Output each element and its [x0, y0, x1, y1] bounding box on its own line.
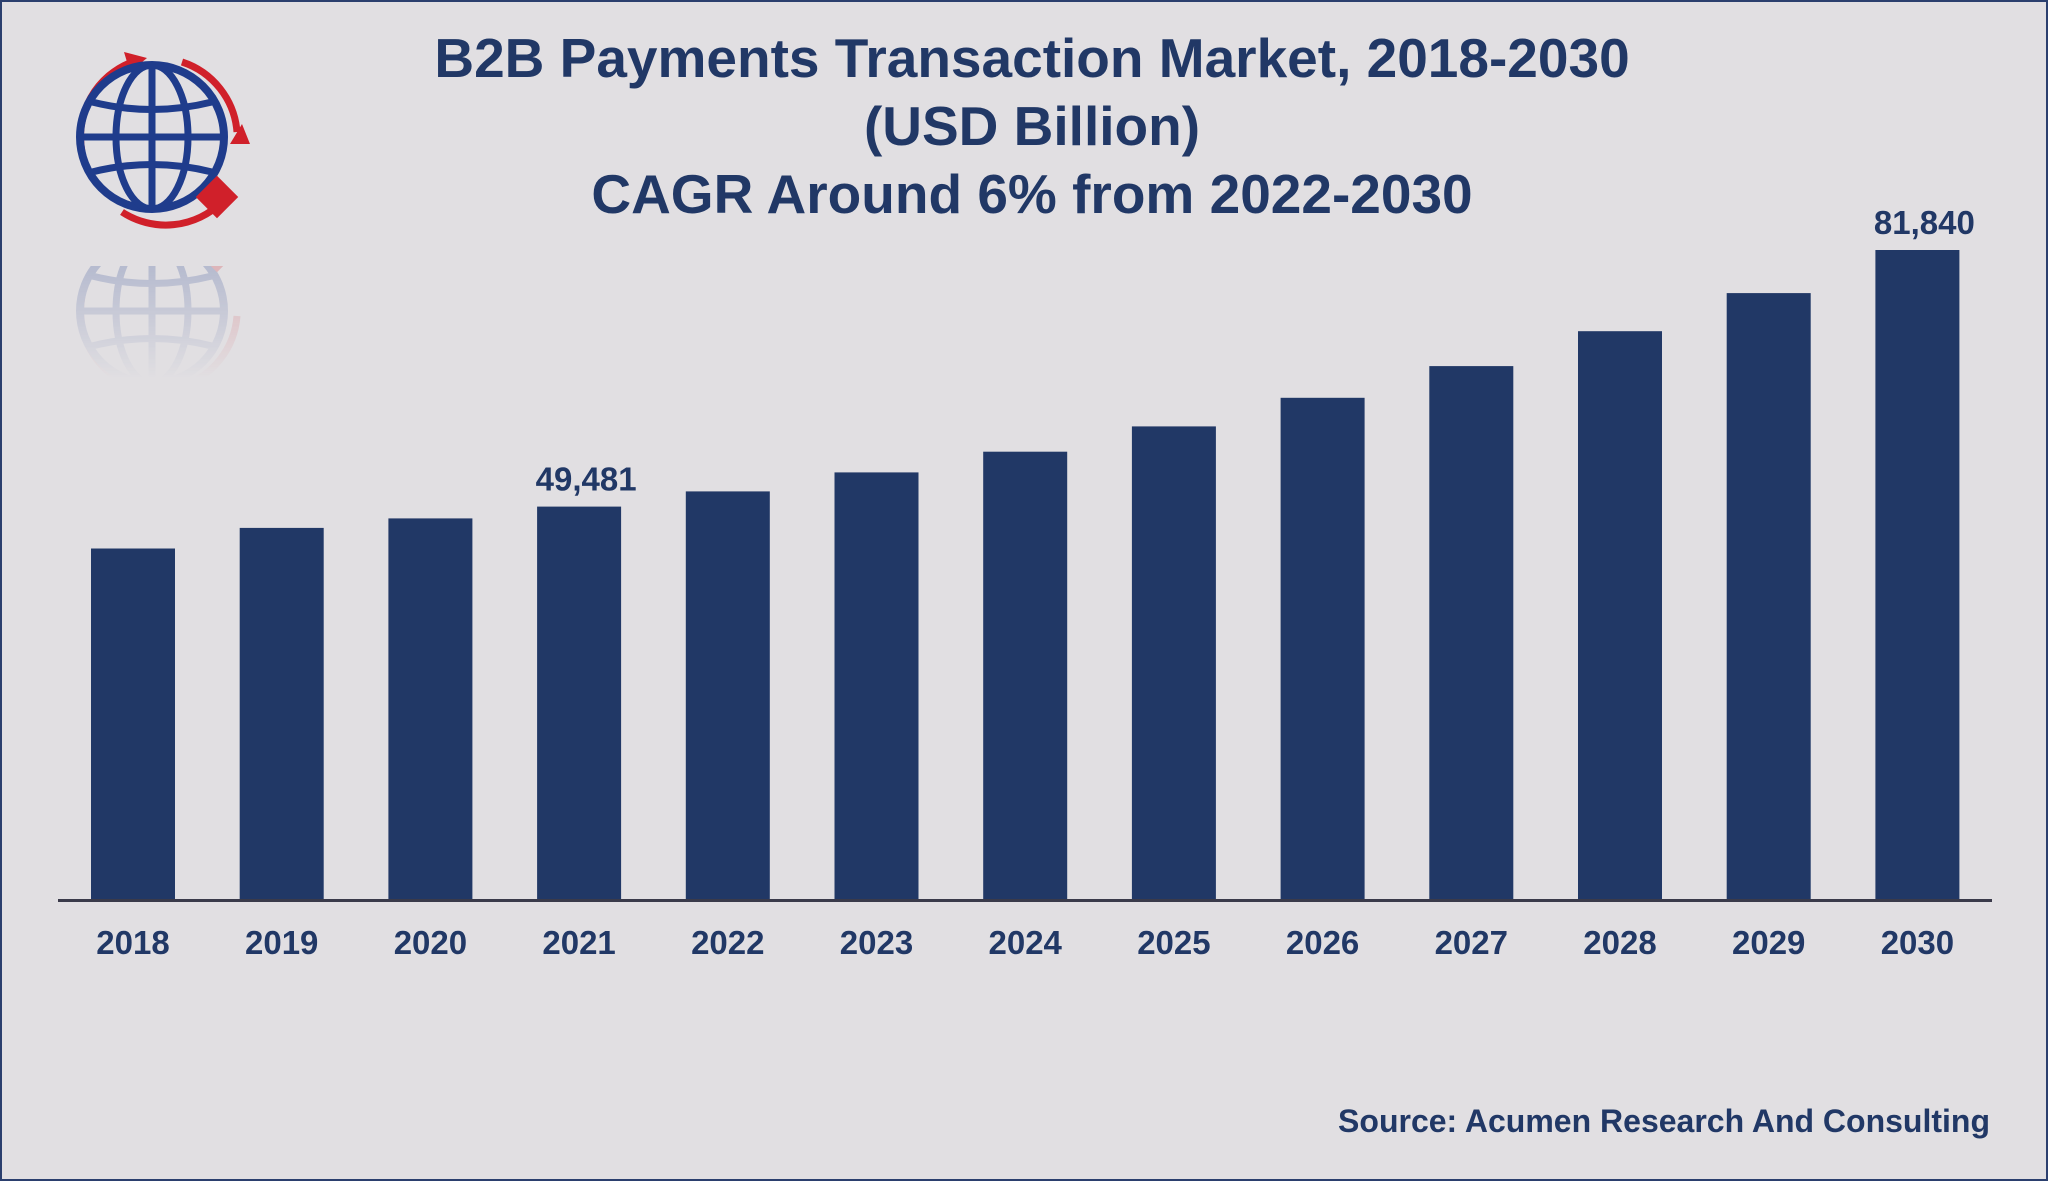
data-label-2021: 49,481 — [536, 461, 637, 498]
x-tick-label-2026: 2026 — [1286, 924, 1359, 961]
bar-2025 — [1131, 426, 1216, 899]
bar-2028 — [1578, 331, 1662, 899]
x-tick-label-2022: 2022 — [691, 924, 764, 961]
bar-2024 — [983, 451, 1068, 899]
bar-2027 — [1429, 366, 1514, 900]
bar-2020 — [388, 518, 473, 899]
x-tick-label-2025: 2025 — [1137, 924, 1210, 961]
bar-2018 — [91, 548, 175, 899]
chart-title-line-2: (USD Billion) — [863, 95, 1201, 157]
x-tick-label-2018: 2018 — [96, 924, 169, 961]
bar-2030 — [1875, 250, 1960, 899]
bar-2026 — [1280, 397, 1365, 899]
bar-2021 — [537, 506, 622, 899]
x-tick-label-2027: 2027 — [1435, 924, 1508, 961]
x-tick-label-2029: 2029 — [1732, 924, 1805, 961]
bar-2022 — [685, 491, 770, 899]
bar-2029 — [1726, 293, 1811, 900]
x-tick-label-2024: 2024 — [988, 924, 1062, 961]
bar-2019 — [239, 527, 324, 899]
chart-title-line-3: CAGR Around 6% from 2022-2030 — [591, 163, 1473, 225]
data-labels: 49,481 81,840 — [536, 204, 1975, 498]
x-tick-label-2021: 2021 — [542, 924, 615, 961]
source-note: Source: Acumen Research And Consulting — [1338, 1103, 1990, 1139]
x-tick-label-2030: 2030 — [1881, 924, 1954, 961]
x-tick-label-2019: 2019 — [245, 924, 318, 961]
x-tick-label-2020: 2020 — [394, 924, 467, 961]
globe-with-arrows-icon — [52, 32, 262, 232]
chart-title: B2B Payments Transaction Market, 2018-20… — [302, 24, 1762, 228]
chart-title-line-1: B2B Payments Transaction Market, 2018-20… — [434, 27, 1630, 89]
x-tick-labels: 2018 2019 2020 2021 2022 2023 2024 2025 2026 2027… — [96, 924, 1954, 961]
x-tick-label-2023: 2023 — [840, 924, 913, 961]
bar-2023 — [834, 472, 919, 899]
data-label-2030: 81,840 — [1874, 204, 1975, 241]
x-tick-label-2028: 2028 — [1583, 924, 1656, 961]
bars-layer — [91, 250, 1960, 900]
logo-reflection — [52, 266, 262, 416]
